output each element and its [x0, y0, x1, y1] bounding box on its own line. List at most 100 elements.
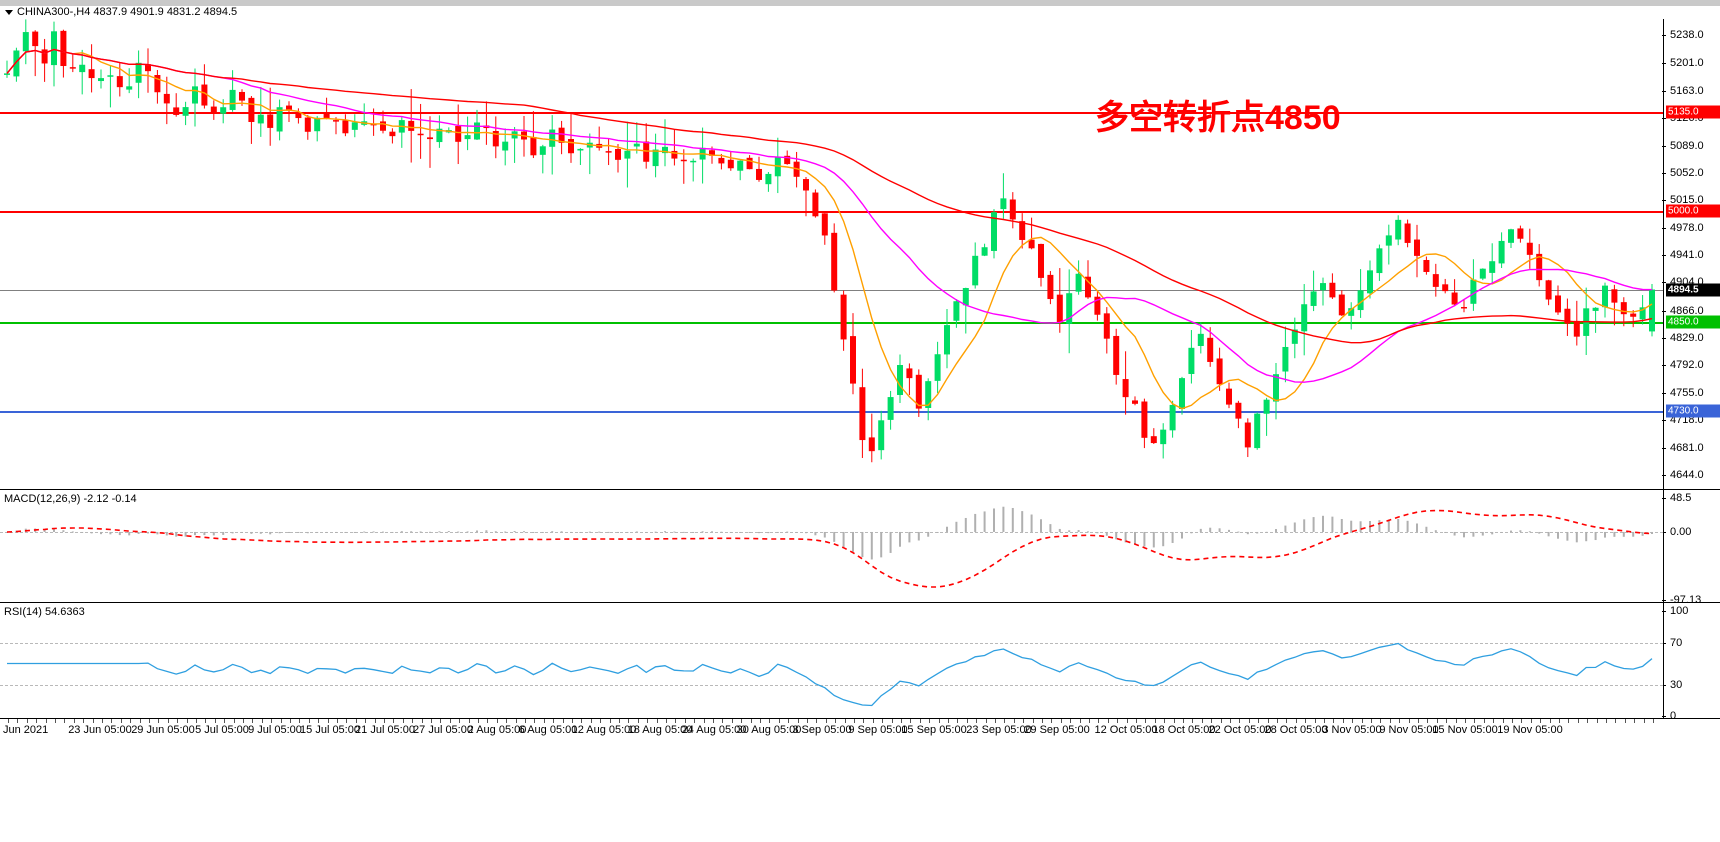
- macd-histogram-bar: [372, 531, 375, 533]
- macd-histogram-bar: [917, 531, 920, 541]
- time-axis-minor-tick: [694, 719, 695, 723]
- macd-histogram-bar: [316, 531, 319, 533]
- macd-histogram-bar: [400, 531, 403, 533]
- macd-histogram-bar: [1284, 525, 1287, 532]
- time-axis-minor-tick: [929, 719, 930, 723]
- macd-histogram-bar: [1312, 517, 1315, 532]
- time-axis-minor-tick: [74, 719, 75, 723]
- candle-body: [934, 354, 941, 381]
- macd-histogram-bar: [1115, 531, 1118, 540]
- time-axis-minor-tick: [675, 719, 676, 723]
- time-axis-minor-tick: [516, 719, 517, 723]
- candle-body: [1047, 274, 1054, 300]
- time-axis-minor-tick: [995, 719, 996, 723]
- time-axis-minor-tick: [1578, 719, 1579, 723]
- candle-body: [304, 117, 311, 132]
- macd-histogram-bar: [786, 531, 789, 533]
- candle-body: [906, 368, 913, 379]
- time-axis-minor-tick: [986, 719, 987, 723]
- current-price-tag: 4894.5: [1666, 283, 1720, 297]
- candle-body: [1141, 401, 1148, 438]
- macd-histogram-bar: [344, 531, 347, 533]
- support-4850-line: [0, 322, 1663, 325]
- macd-histogram-bar: [551, 531, 554, 533]
- candle-body: [1498, 240, 1505, 264]
- macd-histogram-bar: [1030, 514, 1033, 532]
- time-axis-label: 28 Oct 05:00: [1264, 724, 1328, 736]
- time-axis-minor-tick: [769, 719, 770, 723]
- macd-histogram-bar: [325, 531, 328, 533]
- candle-body: [991, 212, 997, 251]
- time-axis-label: 15 Nov 05:00: [1432, 724, 1498, 736]
- macd-histogram-bar: [1011, 507, 1014, 532]
- candle-body: [850, 336, 856, 384]
- macd-histogram-bar: [250, 531, 253, 534]
- price-axis-label: 5089.0: [1670, 139, 1704, 152]
- candle-body: [267, 114, 274, 128]
- macd-axis-tick: [1662, 531, 1666, 533]
- time-axis-minor-tick: [224, 719, 225, 723]
- candle-body: [812, 192, 819, 217]
- time-axis-minor-tick: [901, 719, 902, 723]
- macd-histogram-bar: [748, 531, 751, 533]
- macd-histogram-bar: [429, 531, 431, 533]
- candle-body: [257, 114, 264, 124]
- macd-histogram-bar: [701, 531, 704, 533]
- rsi-title: RSI(14) 54.6363: [4, 606, 85, 618]
- candle-body: [1611, 289, 1618, 303]
- price-axis-label: 5201.0: [1670, 56, 1704, 69]
- candle-body: [1564, 308, 1571, 324]
- candle-body: [953, 301, 960, 321]
- time-axis-minor-tick: [1004, 719, 1005, 723]
- time-axis-minor-tick: [102, 719, 103, 723]
- candle-body: [690, 160, 697, 163]
- macd-histogram-bar: [1162, 531, 1165, 547]
- candle-body: [173, 107, 180, 115]
- time-axis-minor-tick: [450, 719, 451, 723]
- macd-histogram-bar: [842, 531, 845, 547]
- candle-body: [276, 107, 283, 132]
- floor-4730-tag: 4730.0: [1666, 404, 1720, 418]
- price-axis-divider: [1663, 19, 1664, 718]
- macd-histogram-bar: [682, 531, 685, 533]
- macd-histogram-bar: [1547, 531, 1550, 537]
- candle-body: [51, 31, 57, 66]
- price-axis-tick: [1662, 227, 1666, 229]
- macd-histogram-bar: [1594, 531, 1597, 541]
- macd-histogram-bar: [852, 531, 854, 552]
- candle-body: [605, 151, 612, 153]
- time-axis-label: 15 Jul 05:00: [300, 724, 360, 736]
- candle-body: [154, 74, 161, 93]
- time-axis-label: 22 Oct 05:00: [1208, 724, 1272, 736]
- caret-down-icon[interactable]: [5, 10, 13, 15]
- time-axis-label: 23 Jun 05:00: [68, 724, 132, 736]
- candle-body: [4, 73, 10, 75]
- price-axis-label: 4866.0: [1670, 304, 1704, 317]
- time-axis-minor-tick: [375, 719, 376, 723]
- candle-body: [1489, 261, 1496, 273]
- macd-histogram-bar: [1387, 519, 1390, 532]
- candle-body: [1263, 399, 1270, 414]
- candle-body: [1329, 282, 1336, 298]
- candle-body: [182, 107, 189, 116]
- rsi-axis-tick: [1662, 611, 1666, 612]
- price-axis-label: 4792.0: [1670, 359, 1704, 372]
- price-axis-tick: [1662, 255, 1666, 257]
- time-axis-minor-tick: [8, 719, 9, 723]
- time-axis-minor-tick: [563, 719, 564, 723]
- macd-histogram-bar: [532, 531, 535, 533]
- macd-histogram-bar: [635, 531, 638, 533]
- candle-body: [1113, 335, 1120, 375]
- candle-body: [1094, 296, 1101, 315]
- candle-body: [1150, 436, 1157, 444]
- time-axis-minor-tick: [1653, 719, 1654, 723]
- time-axis-minor-tick: [1521, 719, 1522, 723]
- macd-histogram-bar: [1068, 530, 1071, 532]
- time-axis-minor-tick: [393, 719, 394, 723]
- candle-body: [1207, 337, 1214, 362]
- macd-histogram-bar: [438, 531, 441, 533]
- time-axis-minor-tick: [1080, 719, 1081, 723]
- time-axis-minor-tick: [1437, 719, 1438, 723]
- macd-axis-tick: [1662, 498, 1666, 499]
- rsi-axis-label: 30: [1670, 678, 1683, 691]
